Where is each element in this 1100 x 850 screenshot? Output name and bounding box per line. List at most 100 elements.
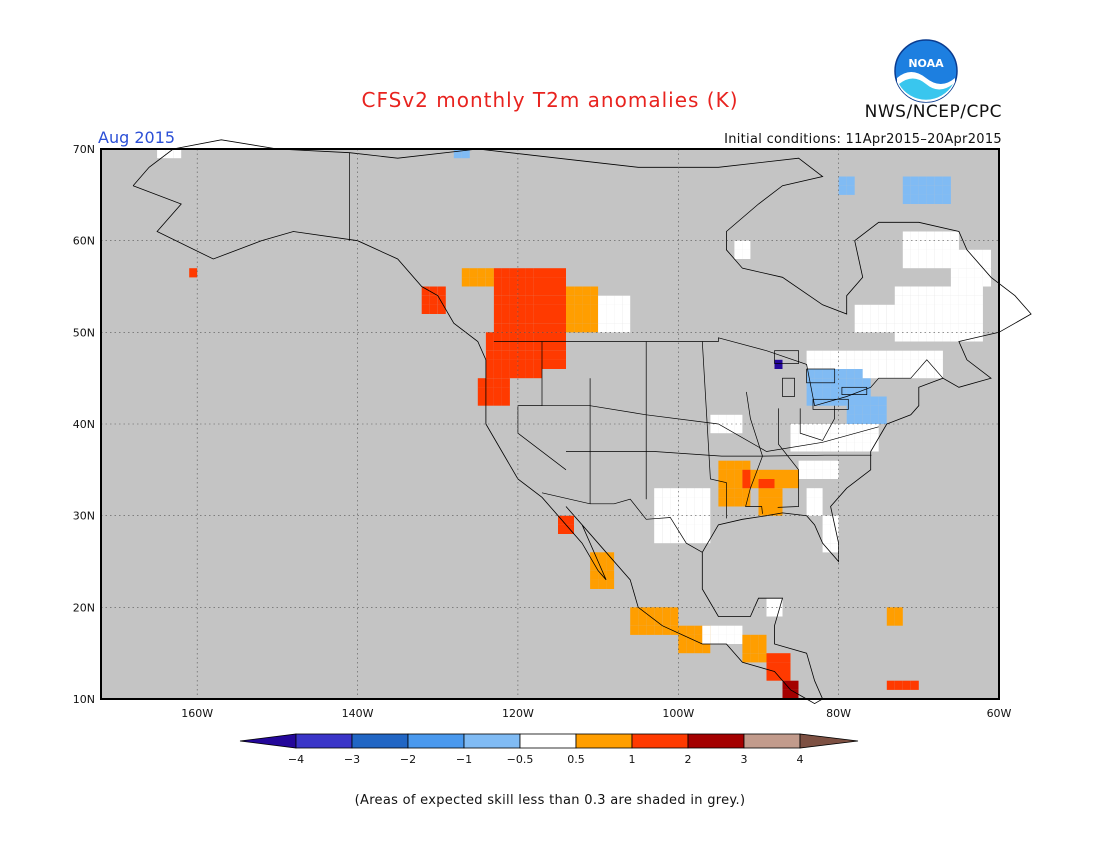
anomaly-cell <box>862 414 871 424</box>
anomaly-cell <box>501 314 510 324</box>
anomaly-cell <box>766 662 775 672</box>
political-border <box>541 492 703 553</box>
anomaly-cell <box>606 295 615 305</box>
anomaly-cell <box>542 295 550 305</box>
anomaly-cell <box>838 350 847 360</box>
anomaly-cell <box>694 524 703 534</box>
anomaly-cell <box>614 295 623 305</box>
anomaly-cell <box>870 424 879 434</box>
anomaly-cell <box>806 369 815 379</box>
anomaly-cell <box>558 350 566 360</box>
political-border <box>777 408 799 508</box>
anomaly-cell <box>934 249 943 259</box>
anomaly-cell <box>870 433 879 443</box>
anomaly-cell <box>157 149 166 159</box>
anomaly-cell <box>854 442 863 452</box>
anomaly-cell <box>694 497 703 507</box>
anomaly-cell <box>558 341 566 351</box>
anomaly-cell <box>742 497 751 507</box>
anomaly-cell <box>686 497 695 507</box>
anomaly-cell <box>958 323 967 333</box>
latitude-tick-label: 50N <box>73 326 95 339</box>
anomaly-cell <box>902 249 911 259</box>
anomaly-cell <box>766 506 775 516</box>
anomaly-cell <box>461 268 470 278</box>
anomaly-cell <box>958 295 967 305</box>
anomaly-cell <box>966 259 975 269</box>
anomaly-cell <box>790 689 799 699</box>
anomaly-cell <box>862 378 871 388</box>
anomaly-cell <box>517 369 526 379</box>
anomaly-cell <box>558 359 566 369</box>
anomaly-cell <box>894 607 903 617</box>
anomaly-cell <box>790 469 799 479</box>
anomaly-cell <box>838 433 847 443</box>
anomaly-cell <box>550 286 558 296</box>
anomaly-cell <box>830 543 839 553</box>
anomaly-cell <box>902 176 911 186</box>
anomaly-cell <box>950 332 959 342</box>
anomaly-cell <box>525 350 534 360</box>
anomaly-cell <box>670 607 679 617</box>
legend-swatch <box>687 733 745 749</box>
anomaly-cell <box>966 277 975 287</box>
political-border <box>566 451 872 457</box>
latitude-tick-label: 10N <box>73 693 95 706</box>
anomaly-cell <box>493 341 502 351</box>
anomaly-cell <box>646 616 655 626</box>
anomaly-cell <box>934 194 943 204</box>
anomaly-cell <box>854 378 863 388</box>
anomaly-cell <box>950 240 959 250</box>
anomaly-cell <box>477 268 486 278</box>
anomaly-cell <box>878 359 887 369</box>
anomaly-cell <box>862 304 871 314</box>
anomaly-cell <box>606 314 615 324</box>
anomaly-cell <box>918 332 927 342</box>
anomaly-cell <box>606 579 615 589</box>
anomaly-cell <box>918 286 927 296</box>
anomaly-cell <box>918 304 927 314</box>
anomaly-cell <box>814 460 823 470</box>
anomaly-cell <box>822 442 831 452</box>
anomaly-cell <box>734 469 743 479</box>
anomaly-cell <box>910 259 919 269</box>
anomaly-cell <box>782 653 791 663</box>
anomaly-cell <box>870 369 879 379</box>
anomaly-cell <box>774 506 783 516</box>
anomaly-cell <box>461 277 470 287</box>
anomaly-cell <box>542 277 550 287</box>
anomaly-cell <box>678 506 687 516</box>
anomaly-cell <box>918 259 927 269</box>
anomaly-cell <box>854 369 863 379</box>
anomaly-cell <box>525 268 534 278</box>
anomaly-cell <box>606 323 615 333</box>
anomaly-cell <box>517 350 526 360</box>
anomaly-cell <box>950 277 959 287</box>
anomaly-cell <box>734 479 743 489</box>
anomaly-cell <box>542 332 550 342</box>
anomaly-cell <box>894 369 903 379</box>
anomaly-cell <box>517 341 526 351</box>
anomaly-cell <box>429 286 438 296</box>
anomaly-cell <box>550 277 558 287</box>
anomaly-cell <box>598 323 607 333</box>
longitude-tick-label: 80W <box>826 707 851 720</box>
anomaly-cell <box>758 488 767 498</box>
anomaly-cell <box>902 314 911 324</box>
anomaly-cell <box>870 350 879 360</box>
anomaly-cell <box>590 314 599 324</box>
anomaly-cell <box>501 396 510 406</box>
anomaly-cell <box>694 625 703 635</box>
anomaly-cell <box>830 524 839 534</box>
anomaly-cell <box>926 304 935 314</box>
anomaly-cell <box>926 176 935 186</box>
political-border <box>493 337 944 407</box>
anomaly-cell <box>886 350 895 360</box>
anomaly-cell <box>509 341 518 351</box>
anomaly-cell <box>582 295 591 305</box>
anomaly-cell <box>598 314 607 324</box>
anomaly-cell <box>766 469 775 479</box>
anomaly-cell <box>678 488 687 498</box>
anomaly-cell <box>910 176 919 186</box>
anomaly-cell <box>798 433 807 443</box>
